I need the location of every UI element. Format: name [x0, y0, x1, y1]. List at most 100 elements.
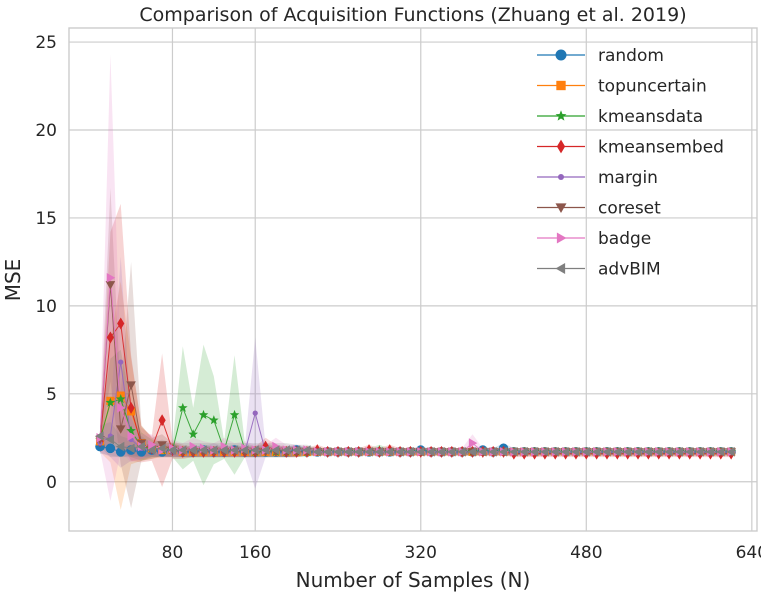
- margin-point: [252, 410, 258, 416]
- coreset-legend-marker: [555, 203, 567, 213]
- advbim-point: [664, 447, 673, 457]
- advbim-point: [105, 434, 114, 445]
- advbim-point: [643, 447, 652, 457]
- advbim-point: [653, 447, 663, 457]
- advbim-point: [260, 445, 270, 455]
- advbim-point: [271, 445, 280, 455]
- advbim-point: [684, 447, 694, 457]
- advbim-point: [291, 445, 301, 455]
- kmeansdata-legend-marker: [555, 110, 567, 121]
- badge-point: [127, 431, 136, 441]
- y-tick-label: 25: [35, 33, 57, 53]
- kmeansdata-point: [126, 425, 136, 435]
- advbim-point: [374, 447, 383, 457]
- advbim-point: [322, 447, 332, 457]
- y-tick-label: 5: [46, 385, 57, 405]
- kmeansdata-point: [178, 402, 188, 412]
- plot-frame: [68, 27, 758, 532]
- kmeansdata-point: [105, 397, 116, 407]
- y-tick-label: 0: [46, 473, 57, 493]
- x-tick-label: 320: [405, 543, 437, 563]
- advbim-point: [540, 447, 549, 457]
- legend-label-coreset: coreset: [598, 199, 661, 219]
- coreset-point: [157, 441, 167, 450]
- legend-label-advbim: advBIM: [598, 260, 661, 280]
- advbim-point: [550, 447, 559, 457]
- tick-layer: 80 160 320 480 640 0 5 10 15 20 25: [35, 33, 761, 563]
- advbim-point: [467, 447, 477, 457]
- y-tick-label: 20: [35, 121, 57, 141]
- advbim-point: [333, 447, 342, 457]
- advbim-legend-marker: [555, 263, 566, 274]
- advbim-point: [612, 447, 621, 457]
- legend-label-topuncertain: topuncertain: [598, 77, 707, 97]
- advbim-point: [415, 447, 425, 457]
- advbim-point: [219, 445, 228, 455]
- random-point: [105, 443, 116, 454]
- legend: random topuncertain kmeansdata kmeansembed m…: [537, 46, 724, 280]
- coreset-point: [126, 381, 136, 390]
- advbim-point: [519, 447, 528, 457]
- advbim-point: [343, 447, 352, 457]
- grid-layer: [69, 28, 757, 531]
- advbim-point: [602, 447, 611, 457]
- y-tick-label: 10: [35, 297, 57, 317]
- advbim-point: [312, 447, 321, 457]
- advbim-point: [446, 447, 456, 457]
- advbim-point: [581, 447, 590, 457]
- x-tick-label: 640: [736, 543, 761, 563]
- badge-legend-marker: [556, 232, 567, 244]
- kmeansdata-point: [198, 409, 209, 419]
- advbim-point: [622, 447, 632, 457]
- advbim-point: [509, 447, 518, 457]
- advbim-point: [302, 445, 311, 455]
- coreset-point: [115, 425, 126, 434]
- random-legend-marker: [555, 49, 567, 61]
- advbim-point: [715, 447, 725, 457]
- kmeansembed-point: [106, 331, 114, 344]
- advbim-point: [281, 445, 290, 455]
- advbim-point: [529, 447, 539, 457]
- margin-legend-marker: [557, 173, 565, 181]
- margin-band: [100, 256, 732, 489]
- advbim-point: [136, 441, 146, 452]
- advbim-point: [560, 447, 570, 457]
- advbim-point: [115, 441, 125, 452]
- legend-label-margin: margin: [598, 168, 658, 188]
- advbim-point: [353, 447, 363, 457]
- advbim-point: [198, 445, 208, 455]
- advbim-point: [436, 447, 446, 457]
- y-axis-label: MSE: [1, 259, 25, 302]
- kmeansembed-band: [100, 203, 732, 487]
- kmeansdata-point: [115, 394, 126, 404]
- x-axis-label: Number of Samples (N): [296, 568, 531, 592]
- badge-point: [106, 272, 116, 283]
- badge-point: [468, 438, 478, 448]
- badge-point: [117, 403, 126, 413]
- advbim-point: [695, 447, 704, 457]
- advbim-point: [426, 447, 435, 457]
- advbim-point: [674, 447, 684, 457]
- advbim-point: [146, 445, 156, 455]
- advbim-point: [405, 447, 415, 457]
- advbim-point: [395, 447, 404, 457]
- kmeansembed-point: [158, 414, 166, 427]
- kmeansdata-point: [209, 415, 219, 425]
- kmeansdata-point: [188, 429, 198, 439]
- chart-title: Comparison of Acquisition Functions (Zhu…: [139, 4, 686, 26]
- advbim-point: [240, 445, 249, 455]
- advbim-point: [384, 447, 394, 457]
- advbim-point: [250, 445, 259, 455]
- y-tick-label: 15: [35, 209, 57, 229]
- coreset-point: [105, 281, 116, 290]
- x-tick-label: 80: [162, 543, 184, 563]
- advbim-point: [229, 445, 239, 455]
- legend-label-random: random: [598, 46, 664, 66]
- coreset-point: [136, 439, 147, 448]
- advbim-point: [157, 443, 166, 454]
- topuncertain-legend-marker: [556, 80, 566, 91]
- marker-layer: [95, 272, 736, 460]
- advbim-point: [209, 445, 218, 455]
